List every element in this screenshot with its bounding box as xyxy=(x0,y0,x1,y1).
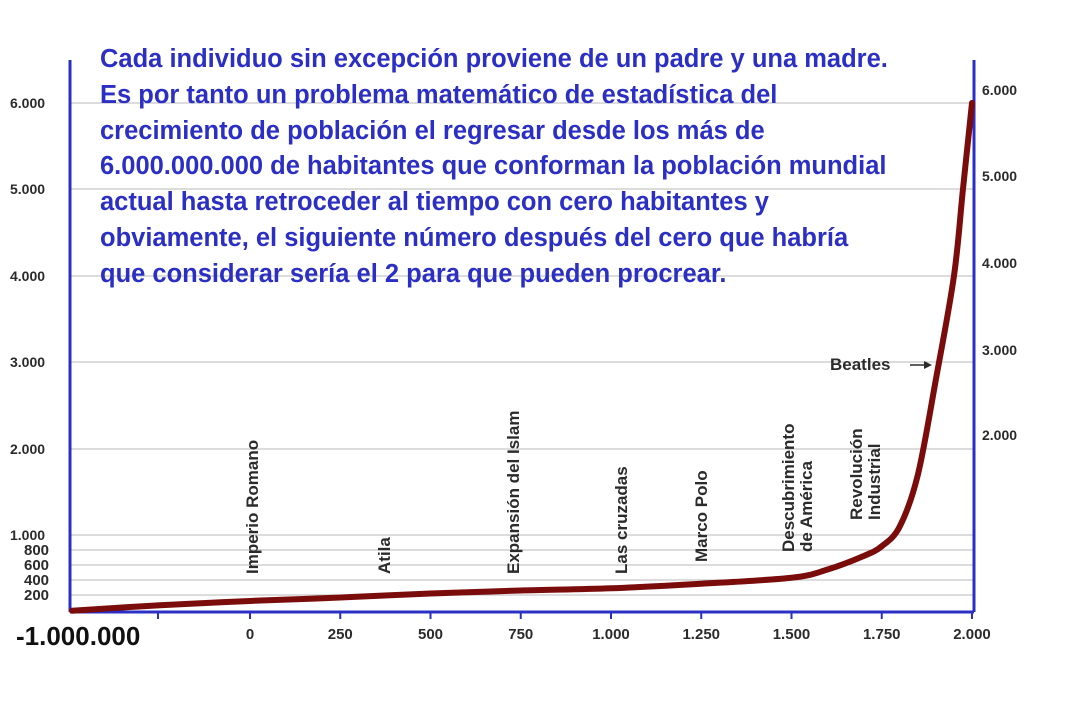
event-annotation: Imperio Romano xyxy=(243,440,262,574)
event-annotation: Marco Polo xyxy=(692,470,711,562)
right-y-tick-label: 4.000 xyxy=(982,255,1017,271)
event-annotation-label: Imperio Romano xyxy=(243,440,262,574)
beatles-label: Beatles xyxy=(830,355,890,374)
right-y-tick-label: 6.000 xyxy=(982,82,1017,98)
left-y-tick-label: 6.000 xyxy=(10,95,45,111)
right-y-tick-label: 2.000 xyxy=(982,427,1017,443)
population-curve xyxy=(69,100,975,614)
left-y-tick-label: 1.000 xyxy=(10,527,45,543)
event-annotation-label: Industrial xyxy=(865,443,884,520)
x-tick-label: 250 xyxy=(328,626,353,643)
event-annotation-label: Atila xyxy=(375,537,394,574)
left-y-tick-label: 800 xyxy=(24,542,49,559)
event-annotation: Atila xyxy=(375,537,394,574)
text-line: obviamente, el siguiente número después … xyxy=(100,223,849,252)
left-y-tick-label: 5.000 xyxy=(10,181,45,197)
event-annotation: Expansión del Islam xyxy=(504,411,523,574)
population-line xyxy=(69,100,975,614)
text-line: crecimiento de población el regresar des… xyxy=(100,116,765,145)
text-line: Es por tanto un problema matemático de e… xyxy=(100,80,778,109)
left-y-tick-label: 2.000 xyxy=(10,441,45,457)
x-tick-label: 1.750 xyxy=(863,626,901,643)
x-tick-label: 1.000 xyxy=(592,626,630,643)
chart-axes xyxy=(68,60,976,619)
event-annotation-label: Descubrimiento xyxy=(779,424,798,552)
x-tick-label: 1.250 xyxy=(682,626,720,643)
event-annotation: Las cruzadas xyxy=(612,466,631,574)
event-annotation-label: Revolución xyxy=(847,428,866,520)
event-annotation-label: Marco Polo xyxy=(692,470,711,562)
event-annotation-label: Las cruzadas xyxy=(612,466,631,574)
x-tick-label: 2.000 xyxy=(953,626,991,643)
left-y-tick-label: 400 xyxy=(24,572,49,589)
x-tick-label: 750 xyxy=(508,626,533,643)
text-line: Cada individuo sin excepción proviene de… xyxy=(100,45,888,73)
beatles-arrow-head xyxy=(924,361,932,369)
text-line: actual hasta retroceder al tiempo con ce… xyxy=(100,188,769,217)
event-annotation-label: Expansión del Islam xyxy=(504,411,523,574)
left-y-tick-label: 4.000 xyxy=(10,268,45,284)
event-annotation: Descubrimiento de América xyxy=(779,424,816,552)
left-y-tick-label: 600 xyxy=(24,557,49,574)
left-y-tick-label: 200 xyxy=(24,587,49,604)
x-tick-label: 500 xyxy=(418,626,443,643)
event-annotation-label: de América xyxy=(797,460,816,552)
text-line: que considerar sería el 2 para que puede… xyxy=(100,259,727,288)
right-y-tick-label: 5.000 xyxy=(982,168,1017,184)
text-line: 6.000.000.000 de habitantes que conforma… xyxy=(100,152,887,181)
tick-labels: 6.0005.0004.0003.0002.0001.0008006004002… xyxy=(10,82,1017,651)
left-y-tick-label: 3.000 xyxy=(10,354,45,370)
x-tick-label: 0 xyxy=(246,626,254,643)
event-annotation: Revolución Industrial xyxy=(847,428,884,520)
explanatory-text: Cada individuo sin excepción proviene de… xyxy=(100,42,960,293)
x-tick-label: 1.500 xyxy=(773,626,811,643)
x-origin-label: -1.000.000 xyxy=(16,621,140,651)
event-annotations: Imperio Romano Atila Expansión del Islam La… xyxy=(243,355,932,574)
grid-lines xyxy=(70,102,974,596)
right-y-tick-label: 3.000 xyxy=(982,342,1017,358)
